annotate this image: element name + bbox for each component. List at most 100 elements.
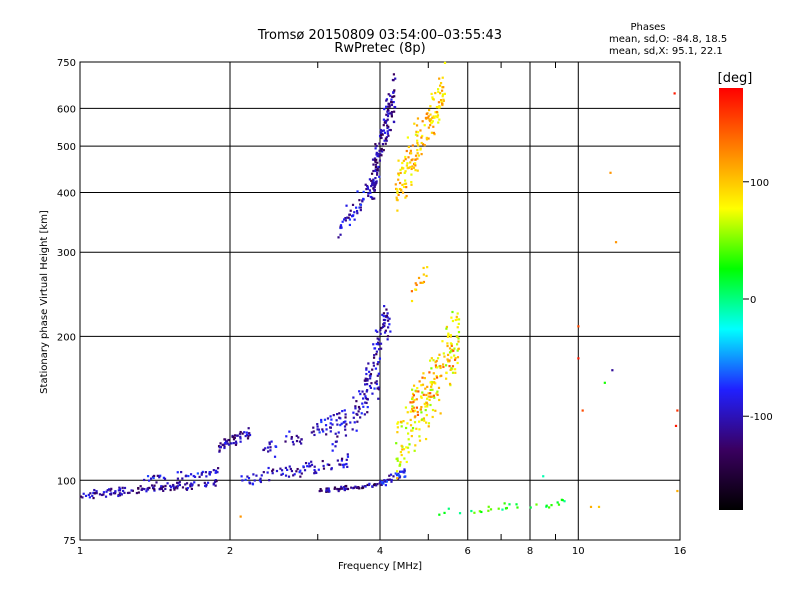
data-point	[287, 475, 291, 478]
data-point	[383, 479, 386, 482]
data-point	[374, 381, 377, 384]
data-point	[258, 479, 262, 482]
data-point	[416, 141, 419, 145]
data-point	[411, 388, 414, 391]
data-point	[346, 487, 350, 491]
data-point	[368, 385, 372, 388]
data-point	[248, 481, 251, 484]
data-point	[456, 356, 460, 359]
data-point	[244, 478, 247, 481]
data-point	[147, 479, 151, 482]
data-point	[396, 191, 399, 194]
data-point	[333, 487, 336, 490]
data-point	[389, 473, 393, 476]
data-point	[365, 372, 368, 376]
data-point	[405, 164, 408, 167]
plot-area: 1 2 4 6 8 10 16 75 100 200 300 400 500 600 750	[57, 58, 686, 557]
data-point	[234, 434, 237, 437]
data-point	[353, 421, 356, 424]
data-point	[376, 167, 379, 170]
data-point	[414, 169, 417, 172]
data-point	[487, 505, 490, 508]
data-point	[396, 209, 399, 212]
data-point	[371, 158, 375, 161]
data-point	[394, 472, 397, 475]
data-point	[385, 98, 389, 101]
data-point	[356, 190, 359, 193]
data-point	[333, 486, 337, 489]
data-point	[439, 81, 443, 85]
data-point	[374, 169, 377, 173]
data-point	[450, 348, 454, 352]
data-point	[176, 487, 179, 490]
data-point	[358, 487, 361, 490]
data-point	[368, 178, 372, 181]
data-point	[123, 491, 126, 494]
data-point	[290, 436, 293, 439]
data-point	[427, 422, 431, 425]
data-point	[374, 160, 377, 163]
data-point	[344, 216, 347, 220]
data-point	[431, 415, 434, 419]
data-point	[379, 332, 382, 335]
data-point	[375, 151, 378, 154]
data-point	[426, 385, 429, 388]
data-point	[290, 469, 294, 473]
data-point	[365, 401, 368, 405]
data-point	[334, 432, 337, 435]
data-point	[291, 440, 295, 444]
data-point	[166, 482, 169, 485]
data-point	[424, 387, 427, 390]
data-point	[393, 120, 396, 124]
data-point	[374, 176, 377, 180]
data-point	[421, 418, 424, 421]
data-point	[421, 376, 424, 379]
data-point	[373, 387, 376, 390]
data-point	[267, 466, 270, 470]
data-point	[386, 335, 390, 338]
data-point	[394, 106, 397, 109]
data-point	[84, 494, 88, 498]
data-point	[374, 168, 377, 171]
data-point	[453, 368, 457, 371]
data-point	[120, 493, 123, 496]
data-point	[326, 463, 329, 466]
data-point	[473, 511, 476, 514]
data-point	[332, 414, 335, 417]
data-point	[431, 120, 434, 123]
data-point	[412, 400, 415, 403]
data-point	[434, 115, 437, 118]
data-point	[414, 154, 418, 157]
data-point	[344, 413, 347, 416]
data-point	[317, 428, 321, 431]
data-point	[431, 408, 435, 412]
data-point	[308, 465, 311, 468]
data-point	[385, 99, 388, 102]
data-point	[376, 374, 379, 377]
data-point	[366, 397, 369, 401]
data-point	[416, 157, 419, 160]
data-point	[366, 186, 369, 189]
data-point	[239, 437, 242, 440]
data-point	[385, 105, 388, 108]
data-point	[388, 105, 391, 108]
data-point	[441, 95, 444, 98]
data-point	[448, 351, 452, 354]
data-point	[416, 386, 419, 390]
data-point	[170, 486, 173, 489]
data-point	[146, 488, 150, 491]
data-point	[180, 470, 183, 474]
data-point	[411, 165, 414, 168]
data-point	[307, 462, 311, 465]
data-point	[251, 482, 254, 485]
data-point	[387, 319, 390, 322]
data-point	[118, 494, 122, 497]
data-point	[456, 335, 459, 338]
data-point	[401, 191, 405, 194]
data-point	[416, 169, 419, 172]
data-point	[398, 463, 402, 466]
data-point	[329, 415, 332, 418]
data-point	[609, 171, 612, 174]
data-point	[247, 435, 250, 438]
data-point	[190, 487, 193, 490]
